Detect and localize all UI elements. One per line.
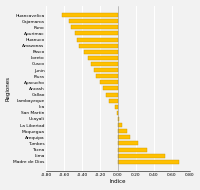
Bar: [118, 154, 165, 158]
Bar: [117, 111, 118, 115]
X-axis label: Indice: Indice: [110, 179, 126, 184]
Y-axis label: Regiones: Regiones: [6, 76, 11, 101]
Bar: [118, 129, 127, 133]
Bar: [75, 31, 118, 35]
Bar: [118, 141, 138, 145]
Bar: [106, 93, 118, 97]
Bar: [118, 117, 119, 121]
Bar: [115, 105, 118, 109]
Bar: [71, 25, 118, 29]
Bar: [79, 44, 118, 48]
Bar: [91, 62, 118, 66]
Bar: [84, 50, 118, 54]
Bar: [100, 80, 118, 84]
Bar: [94, 68, 118, 72]
Bar: [118, 148, 147, 151]
Bar: [69, 19, 118, 23]
Bar: [88, 56, 118, 60]
Bar: [96, 74, 118, 78]
Bar: [62, 13, 118, 17]
Bar: [103, 86, 118, 90]
Bar: [118, 160, 179, 164]
Bar: [109, 99, 118, 103]
Bar: [118, 123, 122, 127]
Bar: [118, 135, 130, 139]
Bar: [77, 38, 118, 41]
